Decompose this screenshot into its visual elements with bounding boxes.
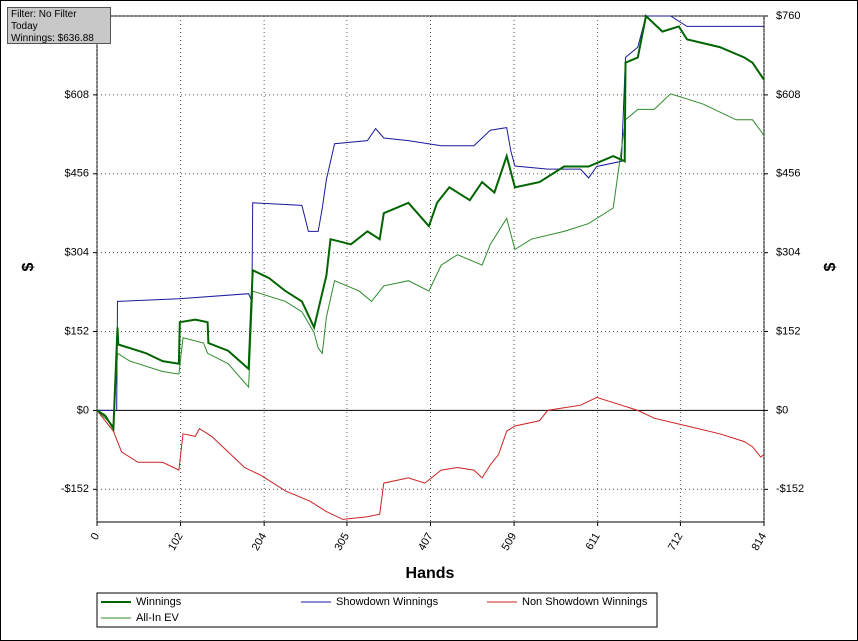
y2-tick-label: $152 (776, 325, 800, 337)
legend-label: Winnings (136, 596, 182, 608)
x-axis-title: Hands (406, 565, 455, 582)
legend-box (96, 592, 658, 628)
info-box: Filter: No Filter Today Winnings: $636.8… (7, 7, 111, 44)
x-tick-label: 102 (166, 531, 186, 553)
y2-tick-label: $456 (776, 168, 800, 180)
x-tick-label: 611 (584, 531, 603, 552)
x-tick-label: 407 (416, 531, 436, 553)
filter-text: Filter: No Filter (11, 9, 77, 20)
legend-label: Non Showdown Winnings (522, 596, 648, 608)
series-line (96, 396, 765, 520)
series-line (96, 14, 765, 432)
y-tick-label: $304 (65, 247, 89, 259)
period-text: Today (11, 21, 38, 32)
legend-label: Showdown Winnings (336, 596, 439, 608)
y2-tick-label: $0 (776, 404, 788, 416)
x-tick-label: 0 (89, 531, 102, 542)
y2-tick-label: $760 (776, 10, 800, 22)
x-tick-label: 204 (250, 531, 270, 553)
winnings-text: Winnings: $636.88 (11, 33, 94, 44)
y-tick-label: -$152 (61, 483, 89, 495)
x-tick-label: 712 (666, 531, 686, 553)
y-tick-label: $0 (77, 404, 89, 416)
y-tick-label: $152 (65, 325, 89, 337)
y2-axis-title: $ (822, 262, 839, 271)
y-tick-label: $608 (65, 89, 89, 101)
x-tick-label: 509 (500, 531, 520, 553)
y-tick-label: $456 (65, 168, 89, 180)
y-axis-title: $ (20, 262, 37, 271)
legend-label: All-In EV (136, 612, 179, 624)
x-tick-label: 305 (332, 531, 352, 553)
y2-tick-label: $304 (776, 247, 800, 259)
y2-tick-label: -$152 (776, 483, 804, 495)
y2-tick-label: $608 (776, 89, 800, 101)
x-tick-label: 814 (750, 531, 770, 553)
series-line (96, 93, 765, 428)
series-line (97, 15, 764, 411)
